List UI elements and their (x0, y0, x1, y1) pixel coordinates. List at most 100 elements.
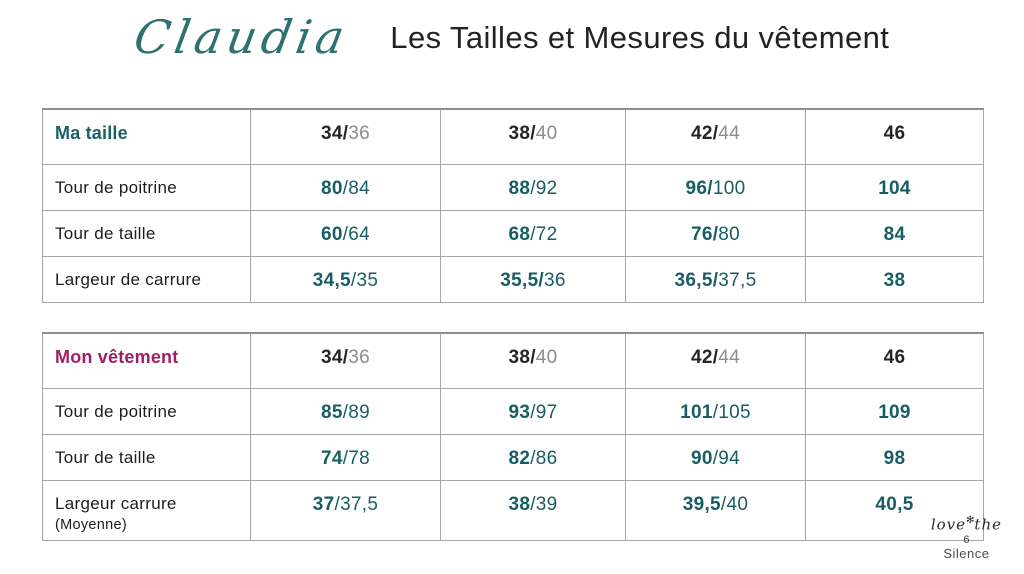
logo-word-the: the (974, 515, 1002, 534)
table-row: Tour de poitrine 80/84 88/92 96/100 104 (42, 163, 984, 211)
flower-icon: ✻ (966, 514, 975, 526)
row-label: Tour de poitrine (42, 163, 251, 211)
value-bold: 36,5/ (674, 269, 719, 291)
value-rest: /40 (720, 493, 749, 515)
value-bold: 34,5 (312, 269, 351, 291)
value-rest: 37,5 (718, 269, 757, 291)
value-cell: 98 (805, 433, 984, 481)
value-bold: 60 (320, 223, 343, 245)
logo-script-line: love✻the (931, 515, 1002, 535)
value-rest: /105 (712, 401, 751, 423)
value-rest: 36 (544, 269, 566, 291)
value-bold: 80 (320, 177, 343, 199)
table-header-row: Ma taille 34/36 38/40 42/44 46 (42, 108, 984, 165)
value-cell: 85/89 (250, 387, 441, 435)
size-label-gray: 40 (535, 347, 558, 368)
value-cell: 76/80 (625, 209, 806, 257)
size-col-header: 34/36 (250, 332, 441, 389)
table-row: Largeur carrure (Moyenne) 37/37,5 38/39 … (42, 479, 984, 541)
value-bold: 96/ (685, 177, 713, 199)
value-rest: /35 (350, 269, 379, 291)
value-bold: 76/ (690, 223, 719, 245)
value-rest: /78 (342, 447, 371, 469)
value-cell: 60/64 (250, 209, 441, 257)
table-title-mon-vetement: Mon vêtement (42, 332, 251, 389)
size-label-bold: 46 (883, 347, 906, 368)
value-bold: 38 (508, 493, 531, 515)
row-label: Largeur de carrure (42, 255, 251, 303)
brand-signature: Claudia (129, 10, 354, 64)
value-bold: 40,5 (875, 493, 914, 515)
value-cell: 80/84 (250, 163, 441, 211)
value-cell: 82/86 (440, 433, 626, 481)
value-rest: /39 (530, 493, 558, 515)
value-cell: 40,5 (805, 479, 984, 541)
value-rest: /72 (530, 223, 558, 245)
value-cell: 84 (805, 209, 984, 257)
value-rest: 80 (718, 223, 741, 245)
row-label-text: Largeur carrure (55, 493, 177, 513)
value-cell: 35,5/36 (440, 255, 626, 303)
size-label-gray: 40 (535, 123, 558, 144)
value-bold: 85 (320, 401, 343, 423)
size-label-bold: 38/ (508, 123, 536, 144)
size-col-header: 34/36 (250, 108, 441, 165)
slide-header: Claudia Les Tailles et Mesures du vêteme… (0, 10, 1024, 64)
table-row: Tour de taille 74/78 82/86 90/94 98 (42, 433, 984, 481)
size-label-gray: 44 (718, 347, 741, 368)
value-bold: 109 (878, 401, 911, 423)
row-label: Tour de taille (42, 433, 251, 481)
value-bold: 90 (690, 447, 713, 469)
size-col-header: 42/44 (625, 332, 806, 389)
value-cell: 38 (805, 255, 984, 303)
value-cell: 101/105 (625, 387, 806, 435)
page-number: 6 (963, 534, 970, 547)
table-title-ma-taille: Ma taille (42, 108, 251, 165)
value-bold: 98 (883, 447, 906, 469)
brand-logo: love✻the 6 Silence (931, 515, 1002, 562)
row-label-note: (Moyenne) (55, 516, 128, 533)
value-cell: 109 (805, 387, 984, 435)
value-rest: /94 (712, 447, 741, 469)
row-label: Tour de taille (42, 209, 251, 257)
size-label-bold: 34/ (320, 347, 349, 368)
value-bold: 82 (508, 447, 531, 469)
value-rest: /37,5 (334, 493, 379, 515)
row-label: Tour de poitrine (42, 387, 251, 435)
mon-vetement-table: Mon vêtement 34/36 38/40 42/44 46 Tour d… (42, 332, 984, 541)
value-bold: 74 (320, 447, 343, 469)
value-rest: 100 (712, 177, 746, 199)
value-cell: 38/39 (440, 479, 626, 541)
size-label-gray: 36 (348, 123, 371, 144)
table-row: Tour de taille 60/64 68/72 76/80 84 (42, 209, 984, 257)
value-cell: 93/97 (440, 387, 626, 435)
value-rest: /64 (342, 223, 371, 245)
value-bold: 68 (508, 223, 531, 245)
value-bold: 101 (680, 401, 713, 423)
value-bold: 38 (883, 269, 906, 291)
page-title: Les Tailles et Mesures du vêtement (390, 19, 890, 55)
value-cell: 90/94 (625, 433, 806, 481)
size-col-header: 46 (805, 332, 984, 389)
value-rest: /86 (530, 447, 558, 469)
value-cell: 37/37,5 (250, 479, 441, 541)
value-cell: 68/72 (440, 209, 626, 257)
value-rest: /92 (530, 177, 558, 199)
value-cell: 88/92 (440, 163, 626, 211)
value-bold: 37 (312, 493, 335, 515)
size-label-bold: 34/ (320, 123, 349, 144)
value-cell: 39,5/40 (625, 479, 806, 541)
value-cell: 74/78 (250, 433, 441, 481)
value-bold: 84 (883, 223, 906, 245)
size-col-header: 42/44 (625, 108, 806, 165)
size-col-header: 38/40 (440, 332, 626, 389)
value-cell: 34,5/35 (250, 255, 441, 303)
logo-word-silence: Silence (943, 546, 990, 562)
size-label-bold: 42/ (690, 347, 719, 368)
table-row: Largeur de carrure 34,5/35 35,5/36 36,5/… (42, 255, 984, 303)
size-label-gray: 36 (348, 347, 371, 368)
value-bold: 35,5/ (500, 269, 545, 291)
value-bold: 88 (508, 177, 531, 199)
value-bold: 39,5 (682, 493, 721, 515)
